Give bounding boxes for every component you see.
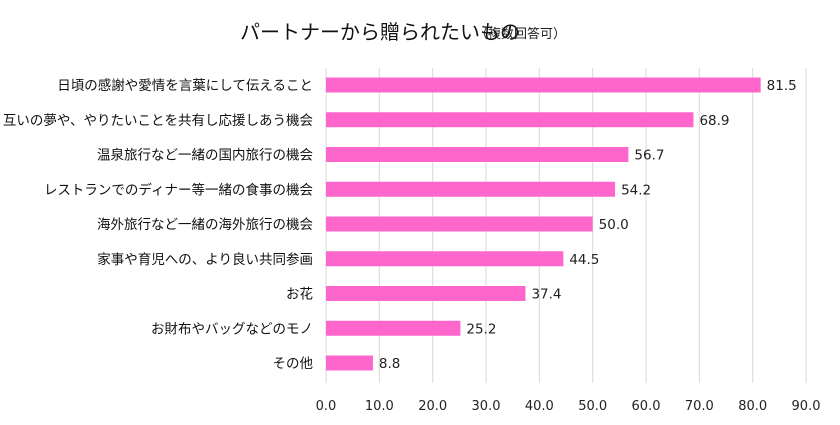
- bar: [326, 355, 373, 371]
- category-label: レストランでのディナー等一緒の食事の機会: [44, 181, 313, 198]
- x-tick-label: 80.0: [738, 399, 767, 414]
- data-label: 56.7: [634, 148, 664, 164]
- bar: [326, 216, 593, 232]
- data-label: 25.2: [466, 321, 496, 337]
- x-tick-label: 0.0: [316, 399, 337, 414]
- data-label: 44.5: [569, 252, 599, 268]
- x-tick-label: 30.0: [472, 399, 501, 414]
- bar: [326, 320, 461, 336]
- x-tick-label: 40.0: [525, 399, 554, 414]
- x-axis-ticks: 0.0 10.0 20.0 30.0 40.0 50.0 60.0 70.0 80.0 90.0: [316, 399, 821, 414]
- bar: [326, 181, 616, 197]
- category-label: 日頃の感謝や愛情を言葉にして伝えること: [57, 77, 313, 94]
- category-label: 互いの夢や、やりたいことを共有し応援しあう機会: [3, 113, 313, 129]
- bars: [326, 77, 761, 371]
- chart-title: パートナーから贈られたいもの: [240, 20, 520, 44]
- chart-subtitle: （複数回答可）: [475, 26, 566, 42]
- x-tick-label: 70.0: [685, 399, 714, 414]
- x-tick-label: 90.0: [792, 399, 821, 414]
- data-label: 37.4: [531, 287, 561, 303]
- data-label: 81.5: [767, 78, 797, 94]
- category-label: 家事や育児への、より良い共同参画: [97, 251, 313, 268]
- bar: [326, 77, 761, 93]
- data-label: 68.9: [699, 113, 729, 129]
- category-label: お財布やバッグなどのモノ: [151, 321, 313, 337]
- value-labels: 81.5 68.9 56.7 54.2 50.0 44.5 37.4 25.2 8.8: [379, 78, 797, 372]
- x-tick-label: 60.0: [632, 399, 661, 414]
- x-tick-label: 20.0: [418, 399, 447, 414]
- data-label: 54.2: [621, 182, 651, 198]
- category-labels: 日頃の感謝や愛情を言葉にして伝えること互いの夢や、やりたいことを共有し応援しあう…: [3, 77, 313, 372]
- data-label: 50.0: [599, 217, 629, 233]
- bar: [326, 286, 526, 301]
- category-label: その他: [273, 356, 314, 372]
- data-label: 8.8: [379, 356, 400, 372]
- x-tick-label: 10.0: [365, 399, 394, 414]
- category-label: 温泉旅行など一緒の国内旅行の機会: [97, 147, 313, 164]
- bar: [326, 251, 564, 267]
- x-tick-label: 50.0: [578, 399, 607, 414]
- category-label: 海外旅行など一緒の海外旅行の機会: [97, 217, 313, 233]
- bar: [326, 112, 694, 128]
- bar: [326, 147, 629, 162]
- category-label: お花: [286, 287, 313, 303]
